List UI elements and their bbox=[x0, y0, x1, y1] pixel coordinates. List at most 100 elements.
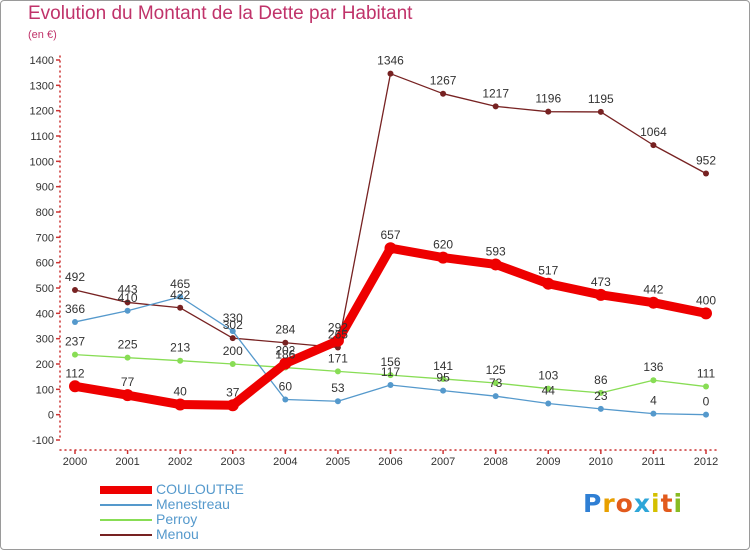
y-tick-label: 900 bbox=[36, 182, 54, 194]
x-tick-label: 2004 bbox=[273, 456, 297, 468]
series-line-couloutre bbox=[70, 243, 711, 410]
proxiti-logo: Proxiti bbox=[583, 489, 684, 518]
x-tick-label: 2012 bbox=[694, 456, 718, 468]
data-label-couloutre: 657 bbox=[380, 228, 400, 242]
data-label-couloutre: 77 bbox=[121, 375, 135, 389]
data-point-menou bbox=[440, 90, 447, 97]
data-point-perroy bbox=[124, 354, 131, 361]
data-label-menou: 265 bbox=[328, 328, 348, 342]
data-label-menestreau: 0 bbox=[703, 395, 710, 409]
data-point-menestreau bbox=[124, 307, 131, 314]
data-label-couloutre: 473 bbox=[591, 275, 611, 289]
data-point-perroy bbox=[72, 351, 78, 358]
data-point-menou bbox=[650, 142, 657, 149]
data-label-menestreau: 44 bbox=[542, 384, 556, 398]
data-point-couloutre bbox=[69, 380, 81, 393]
data-point-menou bbox=[545, 108, 552, 115]
data-point-perroy bbox=[177, 357, 184, 364]
data-point-menestreau bbox=[282, 396, 289, 403]
legend-label-couloutre: COULOUTRE bbox=[156, 481, 244, 497]
y-tick-label: 1000 bbox=[30, 156, 54, 168]
data-label-menestreau: 23 bbox=[594, 389, 608, 403]
data-point-menestreau bbox=[177, 293, 184, 300]
data-label-couloutre: 400 bbox=[696, 293, 716, 307]
y-tick-label: 800 bbox=[36, 207, 54, 219]
data-point-menestreau bbox=[72, 318, 78, 325]
data-point-menou bbox=[282, 339, 289, 346]
data-point-couloutre bbox=[489, 258, 502, 271]
data-point-menestreau bbox=[597, 405, 604, 412]
data-label-menou: 952 bbox=[696, 153, 716, 167]
x-tick-label: 2011 bbox=[642, 456, 666, 468]
data-point-menestreau bbox=[334, 398, 341, 405]
y-tick-label: 700 bbox=[36, 232, 54, 244]
x-tick-label: 2006 bbox=[378, 456, 402, 468]
x-tick-label: 2002 bbox=[168, 456, 192, 468]
data-label-perroy: 200 bbox=[223, 344, 243, 358]
data-label-couloutre: 620 bbox=[433, 238, 453, 252]
y-tick-label: 1100 bbox=[30, 131, 54, 143]
data-label-perroy: 103 bbox=[538, 369, 558, 383]
data-label-couloutre: 517 bbox=[538, 264, 558, 278]
x-tick-label: 2005 bbox=[326, 456, 350, 468]
data-label-menou: 1064 bbox=[640, 125, 667, 139]
data-label-couloutre: 112 bbox=[65, 366, 84, 380]
data-label-menou: 302 bbox=[223, 318, 243, 332]
data-point-perroy bbox=[387, 372, 394, 379]
data-point-couloutre bbox=[121, 389, 134, 402]
chart-subtitle: (en €) bbox=[28, 29, 57, 41]
x-tick-label: 2001 bbox=[115, 456, 139, 468]
x-tick-label: 2010 bbox=[589, 456, 613, 468]
data-point-menou bbox=[703, 170, 709, 177]
legend-label-menou: Menou bbox=[156, 526, 199, 542]
y-tick-label: 1400 bbox=[30, 55, 54, 67]
legend-swatch-menestreau bbox=[100, 504, 152, 506]
data-label-menou: 1217 bbox=[482, 86, 509, 100]
x-tick-label: 2007 bbox=[431, 456, 455, 468]
data-point-couloutre bbox=[594, 288, 607, 301]
y-tick-label: 500 bbox=[36, 283, 54, 295]
data-point-menestreau bbox=[545, 400, 552, 407]
data-label-menestreau: 73 bbox=[489, 376, 503, 390]
data-label-menou: 1196 bbox=[535, 92, 561, 106]
data-label-menestreau: 410 bbox=[118, 291, 138, 305]
data-label-perroy: 213 bbox=[170, 341, 190, 355]
data-label-menestreau: 366 bbox=[65, 302, 85, 316]
y-tick-label: 300 bbox=[36, 334, 54, 346]
legend-label-menestreau: Menestreau bbox=[156, 496, 230, 512]
data-label-perroy: 237 bbox=[65, 335, 85, 349]
data-label-menestreau: 95 bbox=[436, 371, 450, 385]
data-point-couloutre bbox=[384, 242, 397, 255]
y-tick-label: 200 bbox=[36, 359, 54, 371]
data-label-couloutre: 40 bbox=[173, 385, 187, 399]
data-point-menestreau bbox=[440, 387, 447, 394]
legend-swatch-perroy bbox=[100, 519, 152, 521]
data-label-perroy: 136 bbox=[643, 360, 663, 374]
data-label-couloutre: 442 bbox=[643, 283, 663, 297]
y-tick-label: 400 bbox=[36, 308, 54, 320]
data-point-perroy bbox=[703, 383, 709, 390]
y-tick-label: 100 bbox=[36, 384, 54, 396]
data-label-menestreau: 465 bbox=[170, 277, 190, 291]
data-label-couloutre: 202 bbox=[275, 343, 295, 357]
data-point-perroy bbox=[492, 380, 499, 386]
legend-swatch-couloutre bbox=[100, 486, 152, 494]
data-label-menou: 1346 bbox=[377, 54, 404, 68]
y-tick-label: 600 bbox=[36, 258, 54, 270]
data-point-couloutre bbox=[279, 357, 292, 370]
data-label-menestreau: 4 bbox=[650, 394, 657, 408]
x-tick-label: 2008 bbox=[483, 456, 507, 468]
data-point-menou bbox=[177, 304, 184, 311]
data-point-perroy bbox=[650, 377, 657, 384]
data-point-couloutre bbox=[542, 277, 555, 290]
y-tick-label: 1300 bbox=[30, 80, 54, 92]
data-point-menestreau bbox=[492, 393, 499, 400]
series-line-menou bbox=[74, 73, 707, 349]
data-point-menestreau bbox=[703, 411, 709, 418]
data-label-menestreau: 330 bbox=[223, 311, 243, 325]
data-point-couloutre bbox=[331, 334, 344, 347]
data-label-menou: 1267 bbox=[430, 74, 457, 88]
data-label-menestreau: 53 bbox=[331, 381, 345, 395]
data-label-perroy: 225 bbox=[118, 338, 138, 352]
